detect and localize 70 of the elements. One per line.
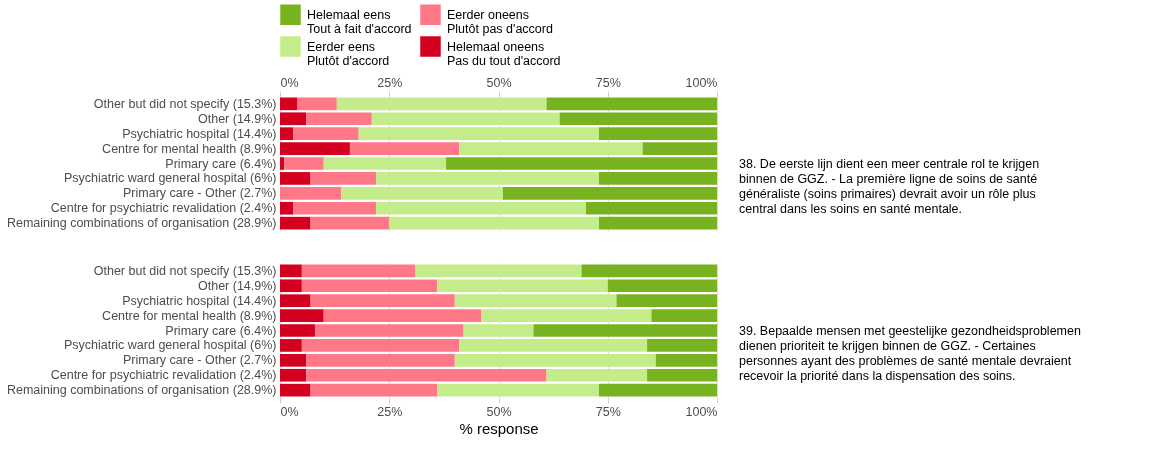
x2-tick-label: 25% xyxy=(377,75,403,90)
bar xyxy=(323,157,447,170)
x2-tick-label: 75% xyxy=(595,75,621,90)
bar xyxy=(310,172,377,185)
bar xyxy=(310,216,390,230)
bar xyxy=(293,127,359,141)
y-tick-label: Primary care - Other (2.7%) xyxy=(122,353,277,368)
y-tick-label: Primary care - Other (2.7%) xyxy=(122,186,277,201)
x-axis-title: % response xyxy=(459,420,539,437)
bar xyxy=(459,142,643,155)
y-tick-label: Remaining combinations of organisation (28.9%) xyxy=(6,216,277,231)
bar xyxy=(336,97,547,111)
legend-label: Helemaal oneens Pas du tout d'accord xyxy=(447,39,561,68)
y-tick-label: Remaining combinations of organisation (28.9%) xyxy=(6,383,277,398)
text: 38. De eerste lijn dient een meer centrale rol te krijgen binnen de GGZ. - La première ligne de soins de santé généraliste (soins primaires) devrait avoir un rôle plus central dans les soins en santé mentale. xyxy=(739,156,1040,216)
y-tick-label: Centre for psychiatric revalidation (2.4%) xyxy=(50,201,277,216)
y-tick-label: Other but did not specify (15.3%) xyxy=(93,96,277,111)
bar xyxy=(280,97,298,111)
legend-label: Helemaal eens Tout à fait d'accord xyxy=(307,7,412,37)
bar xyxy=(599,216,717,230)
bar xyxy=(297,97,337,111)
x-tick-label: 75% xyxy=(595,404,621,419)
legend-label: Eerder eens Plutôt d'accord xyxy=(307,39,390,68)
bar xyxy=(371,112,560,126)
bar xyxy=(389,216,600,230)
x-tick-label: 25% xyxy=(377,404,403,419)
bar xyxy=(349,142,460,155)
bar xyxy=(280,127,294,141)
y-tick-label: Psychiatric hospital (14.4%) xyxy=(122,126,277,141)
y-tick-label: Other but did not specify (15.3%) xyxy=(93,263,277,278)
bar xyxy=(376,172,600,185)
bar xyxy=(546,97,717,111)
bar xyxy=(446,157,717,170)
x2-tick-label: 100% xyxy=(685,75,718,90)
y-tick-label: Primary care (6.4%) xyxy=(165,156,277,171)
y-tick-label: Psychiatric hospital (14.4%) xyxy=(122,293,277,308)
x-tick-label: 100% xyxy=(685,404,718,419)
bar xyxy=(358,127,600,141)
x2-tick-label: 50% xyxy=(486,75,512,90)
y-tick-label: Other (14.9%) xyxy=(197,278,277,293)
x-tick-label: 0% xyxy=(280,404,299,419)
bar xyxy=(599,127,717,141)
bar xyxy=(502,186,717,200)
x2-tick-label: 0% xyxy=(280,75,299,90)
bar xyxy=(280,216,311,230)
y-tick-label: Primary care (6.4%) xyxy=(165,323,277,338)
bar xyxy=(599,172,717,185)
bar xyxy=(280,172,311,185)
bar xyxy=(559,112,717,126)
bar xyxy=(280,186,342,200)
y-tick-label: Other (14.9%) xyxy=(197,111,277,126)
bar xyxy=(280,112,307,126)
bar xyxy=(280,157,285,170)
bar xyxy=(280,201,294,215)
bar xyxy=(376,201,586,215)
y-tick-label: Centre for mental health (8.9%) xyxy=(102,308,277,323)
bar xyxy=(642,142,717,155)
bar xyxy=(284,157,324,170)
bar xyxy=(280,142,350,155)
bar xyxy=(585,201,717,215)
y-tick-label: Centre for mental health (8.9%) xyxy=(102,141,277,156)
y-tick-label: Psychiatric ward general hospital (6%) xyxy=(63,171,277,186)
y-tick-label: Centre for psychiatric revalidation (2.4%) xyxy=(50,368,277,383)
text: 39. Bepaalde mensen met geestelijke gezondheidsproblemen dienen prioriteit te krijgen binnen de GGZ. - Certaines personnes ayant des problèmes de santé mentale devraient recevoir la priorité dans la dispensation des soins. xyxy=(739,323,1081,383)
bar xyxy=(293,201,377,215)
bar xyxy=(306,112,372,126)
legend-label: Eerder oneens Plutôt pas d'accord xyxy=(447,7,553,37)
x-tick-label: 50% xyxy=(486,404,512,419)
bar xyxy=(341,186,503,200)
y-tick-label: Psychiatric ward general hospital (6%) xyxy=(63,338,277,353)
